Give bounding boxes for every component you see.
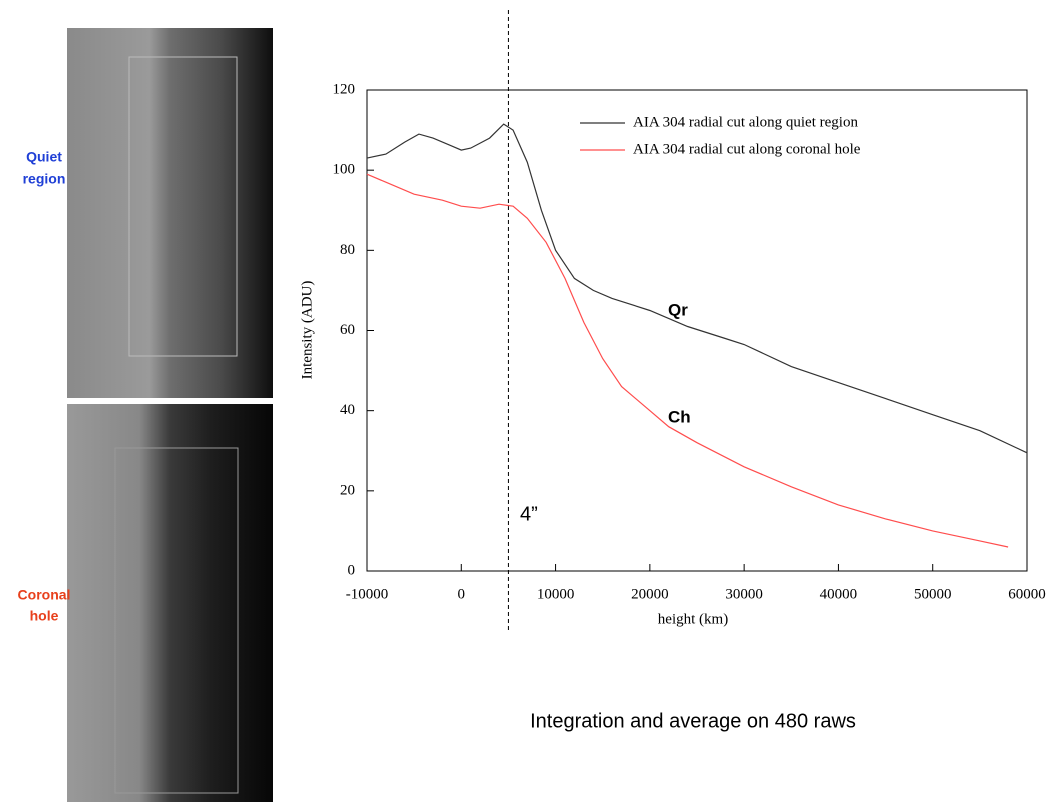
selection-box bbox=[128, 56, 238, 357]
plot-frame bbox=[366, 89, 1028, 572]
x-tick-label: 40000 bbox=[820, 586, 858, 602]
annotation: 4” bbox=[520, 503, 538, 525]
annotation: Qr bbox=[668, 300, 688, 319]
data-line bbox=[366, 123, 1028, 454]
x-tick-label: -10000 bbox=[346, 586, 389, 602]
y-tick-label: 20 bbox=[340, 482, 355, 498]
x-tick-label: 60000 bbox=[1008, 586, 1046, 602]
y-tick-label: 60 bbox=[340, 322, 355, 338]
x-tick-label: 50000 bbox=[914, 586, 952, 602]
panel-label: region bbox=[23, 171, 66, 187]
x-tick-label: 10000 bbox=[537, 586, 575, 602]
legend-label: AIA 304 radial cut along quiet region bbox=[633, 114, 858, 130]
caption: Integration and average on 480 raws bbox=[530, 710, 856, 732]
selection-box bbox=[114, 447, 239, 794]
x-tick-label: 0 bbox=[458, 586, 466, 602]
coronal-image bbox=[67, 404, 273, 802]
y-tick-label: 120 bbox=[333, 81, 356, 97]
x-axis-label: height (km) bbox=[658, 611, 728, 627]
panel-label: Coronal bbox=[18, 587, 71, 603]
panel-label: hole bbox=[30, 608, 59, 624]
quiet-image bbox=[67, 28, 273, 398]
y-axis-label: Intensity (ADU) bbox=[299, 281, 315, 380]
x-tick-label: 30000 bbox=[725, 586, 763, 602]
y-tick-label: 0 bbox=[348, 562, 356, 578]
x-tick-label: 20000 bbox=[631, 586, 669, 602]
y-tick-label: 100 bbox=[333, 162, 356, 178]
legend-label: AIA 304 radial cut along coronal hole bbox=[633, 141, 861, 157]
data-line bbox=[366, 173, 1009, 548]
panel-label: Quiet bbox=[26, 149, 62, 165]
y-tick-label: 40 bbox=[340, 402, 355, 418]
y-tick-label: 80 bbox=[340, 242, 355, 258]
annotation: Ch bbox=[668, 407, 691, 426]
